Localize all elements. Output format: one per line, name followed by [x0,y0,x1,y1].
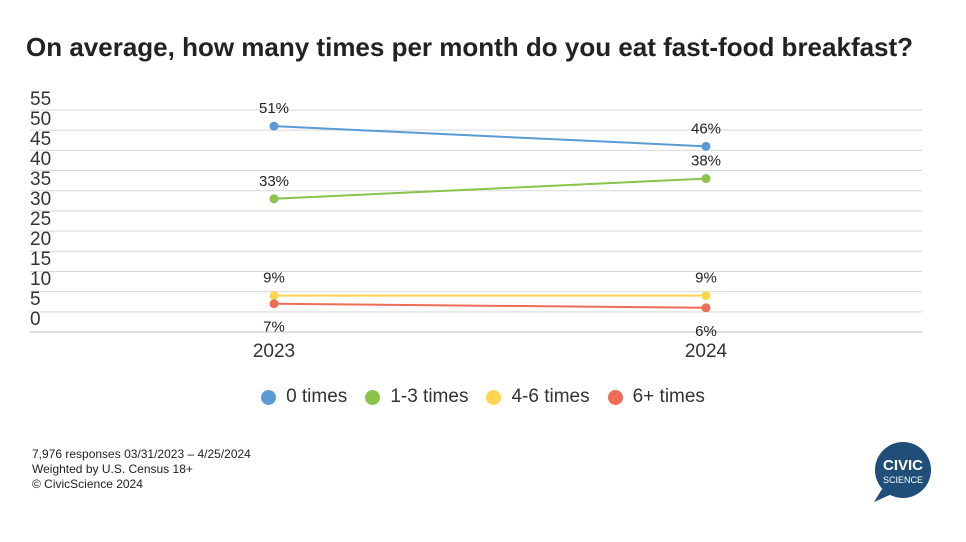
y-tick-label: 15 [30,249,51,270]
series-line [273,302,707,309]
logo-circle [875,442,931,498]
y-tick-label: 50 [30,109,51,130]
legend-item: 4-6 times [486,386,590,408]
data-point [269,121,279,131]
legend-label: 0 times [286,386,348,407]
legend: 0 times 1-3 times 4-6 times 6+ times [0,386,966,408]
legend-item: 1-3 times [365,386,468,408]
footnote-weighting: Weighted by U.S. Census 18+ [32,462,193,476]
legend-swatch [261,389,277,405]
legend-swatch [607,389,623,405]
data-point [701,291,711,301]
y-tick-label: 30 [30,189,51,210]
data-point [269,291,279,301]
x-tick-label: 2024 [685,341,728,362]
data-label: 33% [259,173,289,190]
y-tick-label: 55 [30,89,51,110]
y-tick-label: 0 [30,309,41,330]
data-label: 9% [263,270,285,287]
series-line [273,177,707,200]
data-point [269,194,279,204]
data-point [701,303,711,313]
legend-label: 1-3 times [390,386,469,407]
data-point [701,174,711,184]
data-label: 51% [259,100,289,117]
y-tick-label: 35 [30,169,51,190]
y-tick-label: 10 [30,269,51,290]
footnote: 7,976 responses 03/31/2023 – 4/25/2024 W… [32,447,251,492]
chart-title: On average, how many times per month do … [26,32,914,62]
logo-text-science: SCIENCE [883,475,923,485]
logo-tail [874,489,892,502]
legend-label: 6+ times [632,386,705,407]
legend-label: 4-6 times [511,386,590,407]
data-label: 9% [695,270,717,287]
footnote-responses: 7,976 responses 03/31/2023 – 4/25/2024 [32,447,251,461]
legend-item: 0 times [261,386,347,408]
data-label: 38% [691,153,721,170]
x-tick-label: 2023 [253,341,295,362]
legend-swatch [486,389,502,405]
data-label: 46% [691,120,721,137]
legend-swatch [365,389,381,405]
series-line [273,125,707,148]
logo-text-civic: CIVIC [883,457,923,474]
y-tick-label: 25 [30,209,51,230]
y-tick-label: 45 [30,129,51,150]
data-label: 6% [695,323,717,340]
y-tick-label: 40 [30,149,51,170]
legend-item: 6+ times [607,386,705,408]
y-tick-label: 5 [30,289,41,310]
civicscience-logo: CIVIC SCIENCE [874,442,931,502]
footnote-copyright: © CivicScience 2024 [32,477,143,491]
data-point [269,299,279,309]
data-point [701,141,711,151]
y-tick-label: 20 [30,229,51,250]
data-label: 7% [263,319,285,336]
